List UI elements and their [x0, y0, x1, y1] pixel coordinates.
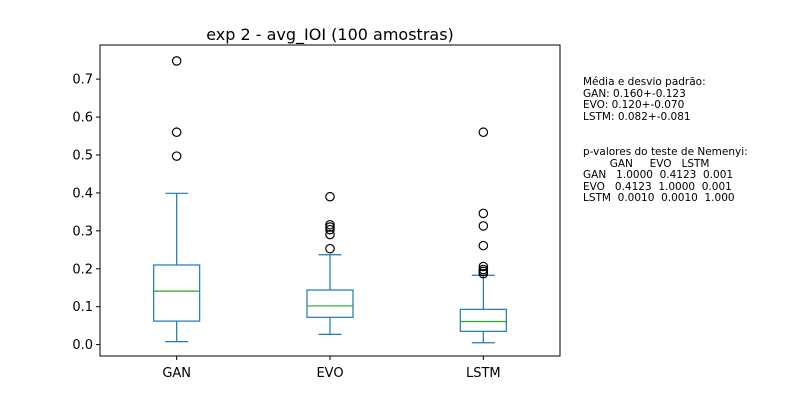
y-tick-label: 0.3 — [72, 224, 93, 239]
y-tick-label: 0.0 — [72, 338, 93, 353]
outlier-point — [478, 264, 489, 275]
outlier-point — [478, 261, 489, 272]
nemenyi-header-row: GAN EVO LSTM — [583, 157, 710, 170]
outlier-point — [478, 127, 489, 138]
nemenyi-row-evo: EVO 0.4123 1.0000 0.001 — [583, 180, 732, 193]
stats-line-gan: GAN: 0.160+-0.123 — [583, 87, 686, 100]
outlier-point — [478, 240, 489, 251]
stats-line-evo: EVO: 0.120+-0.070 — [583, 99, 685, 112]
stats-heading: Média e desvio padrão: — [583, 76, 706, 88]
summary-statistics-note: Média e desvio padrão: GAN: 0.160+-0.123 E… — [583, 76, 706, 123]
nemenyi-heading: p-valores do teste de Nemenyi: — [583, 146, 748, 158]
y-tick-label: 0.1 — [72, 300, 93, 315]
outlier-point — [171, 151, 182, 161]
chart-title: exp 2 - avg_IOI (100 amostras) — [206, 25, 454, 45]
box-iqr — [153, 264, 201, 322]
nemenyi-row-gan: GAN 1.0000 0.4123 0.001 — [583, 169, 734, 182]
outlier-point — [325, 219, 335, 230]
stats-line-lstm: LSTM: 0.082+-0.081 — [583, 110, 691, 123]
x-tick-label: LSTM — [466, 366, 501, 381]
outlier-point — [171, 56, 182, 66]
outlier-point — [325, 243, 335, 254]
nemenyi-row-lstm: LSTM 0.0010 0.0010 1.000 — [583, 192, 735, 205]
outlier-point — [325, 229, 335, 240]
x-tick-label: EVO — [316, 366, 343, 381]
y-tick-label: 0.2 — [72, 262, 93, 277]
outlier-point — [171, 127, 182, 138]
x-tick-label: GAN — [162, 366, 191, 381]
outlier-point — [478, 221, 489, 231]
outlier-point — [325, 191, 335, 202]
outlier-point — [325, 224, 335, 235]
outlier-point — [478, 208, 489, 219]
plot-layer: 0.0 0.1 0.2 0.3 0.4 0.5 0.6 0.7 GAN EVO LSTM — [72, 56, 507, 381]
box-iqr — [306, 289, 354, 318]
y-tick-label: 0.5 — [72, 148, 93, 163]
y-tick-label: 0.4 — [72, 186, 93, 201]
y-tick-label: 0.6 — [72, 111, 93, 126]
y-tick-label: 0.7 — [72, 73, 93, 88]
box-iqr — [459, 308, 507, 332]
nemenyi-pvalues-note: p-valores do teste de Nemenyi: GAN EVO L… — [583, 146, 748, 205]
